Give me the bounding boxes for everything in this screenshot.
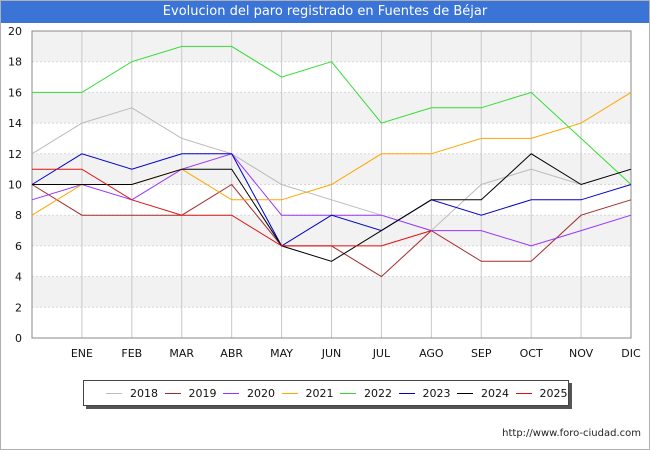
series-line-2018	[31, 107, 632, 232]
legend-label: 2022	[364, 386, 392, 400]
legend-swatch	[106, 392, 122, 394]
legend-label: 2018	[130, 386, 158, 400]
series-line-2025	[32, 168, 432, 247]
y-tick-label: 18	[8, 56, 22, 69]
legend-swatch	[281, 392, 298, 394]
x-tick-label: FEB	[121, 347, 142, 360]
series-line-2024	[32, 153, 632, 262]
legend-swatch	[340, 392, 356, 394]
y-tick-label: 10	[8, 179, 22, 192]
chart-legend: 2018 2019 2020 2021 2022 2023 2024 2025	[83, 380, 569, 406]
legend-label: 2020	[247, 386, 275, 400]
source-url[interactable]: http://www.foro-ciudad.com	[502, 428, 641, 439]
y-tick-label: 20	[8, 25, 22, 38]
legend-item-2020: 2020	[223, 381, 275, 405]
legend-swatch	[515, 392, 532, 394]
y-tick-label: 0	[15, 332, 22, 345]
series-line-2023	[31, 153, 632, 247]
x-tick-label: MAR	[169, 347, 194, 360]
y-tick-label: 4	[15, 271, 22, 284]
y-tick-label: 8	[15, 209, 22, 222]
legend-swatch	[457, 392, 473, 394]
series-line-2022	[32, 45, 632, 185]
legend-label: 2024	[481, 386, 509, 400]
legend-item-2018: 2018	[106, 381, 158, 405]
legend-label: 2019	[188, 386, 217, 400]
legend-swatch	[164, 392, 181, 394]
legend-swatch	[223, 392, 239, 394]
x-tick-label: SEP	[471, 347, 492, 360]
legend-item-2021: 2021	[281, 381, 334, 405]
legend-label: 2021	[305, 386, 334, 400]
y-tick-label: 2	[15, 301, 22, 314]
x-tick-label: NOV	[569, 347, 594, 360]
y-tick-label: 16	[8, 86, 22, 99]
legend-item-2019: 2019	[164, 381, 217, 405]
x-tick-label: ABR	[220, 347, 243, 360]
chart-title: Evolucion del paro registrado en Fuentes…	[1, 1, 649, 23]
x-tick-label: DIC	[621, 347, 641, 360]
legend-item-2024: 2024	[457, 381, 509, 405]
x-tick-label: ENE	[71, 347, 93, 360]
y-tick-label: 14	[8, 117, 22, 130]
legend-label: 2023	[422, 386, 451, 400]
legend-swatch	[398, 392, 415, 394]
x-tick-label: MAY	[270, 347, 293, 360]
legend-item-2022: 2022	[340, 381, 392, 405]
y-tick-label: 6	[15, 240, 22, 253]
y-tick-label: 12	[8, 148, 22, 161]
x-tick-label: AGO	[419, 347, 444, 360]
x-tick-label: JUN	[321, 347, 342, 360]
x-tick-label: OCT	[520, 347, 543, 360]
x-tick-label: JUL	[372, 347, 391, 360]
legend-item-2023: 2023	[398, 381, 451, 405]
legend-label: 2025	[539, 386, 568, 400]
legend-item-2025: 2025	[515, 381, 568, 405]
